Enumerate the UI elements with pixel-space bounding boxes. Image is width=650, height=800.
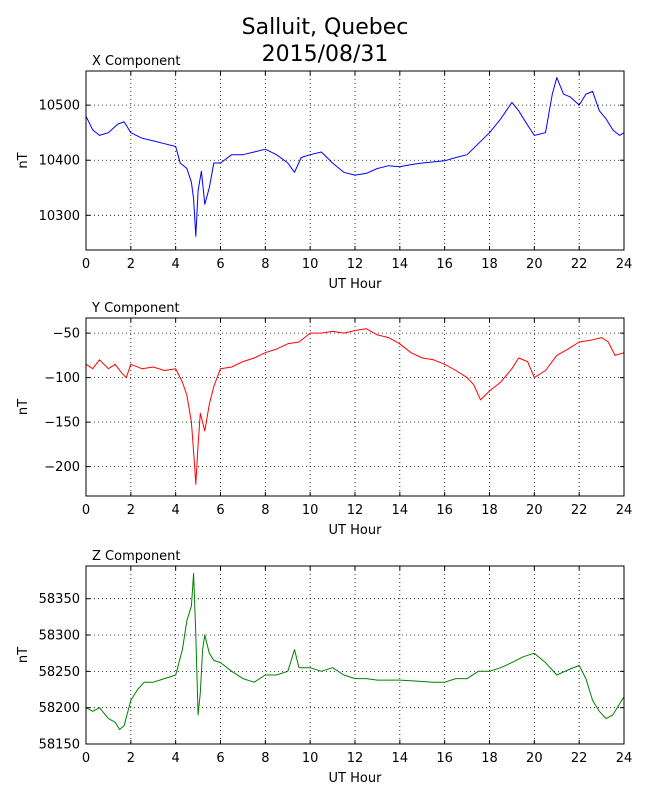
x-tick-label: 22 <box>571 257 588 272</box>
x-tick-label: 16 <box>436 751 453 766</box>
y-tick-label: −150 <box>44 416 80 431</box>
figure-title-line-1: Salluit, Quebec <box>242 15 409 40</box>
x-tick-label: 4 <box>172 503 180 518</box>
x-tick-label: 4 <box>172 751 180 766</box>
x-tick-label: 6 <box>216 751 224 766</box>
x-tick-label: 2 <box>127 503 135 518</box>
x-tick-label: 18 <box>481 503 498 518</box>
x-tick-label: 22 <box>571 751 588 766</box>
x-tick-label: 14 <box>392 751 409 766</box>
y-tick-label: −50 <box>53 327 80 342</box>
x-tick-label: 6 <box>216 503 224 518</box>
y-tick-label: 58200 <box>39 701 80 716</box>
panel-3: 0 2 4 6 8 10 12 14 16 18 20 22 245815058200582505830… <box>16 549 632 786</box>
y-tick-label: 58250 <box>39 665 80 680</box>
y-axis-label: nT <box>16 399 31 415</box>
x-tick-label: 24 <box>616 503 633 518</box>
x-tick-label: 10 <box>302 751 319 766</box>
figure-title-line-2: 2015/08/31 <box>262 42 389 67</box>
panel-title: Z Component <box>92 549 181 564</box>
y-tick-label: −200 <box>44 460 80 475</box>
y-tick-label: 10400 <box>39 154 80 169</box>
x-tick-label: 18 <box>481 751 498 766</box>
x-axis-label: UT Hour <box>329 771 383 786</box>
x-tick-label: 0 <box>82 257 90 272</box>
x-tick-label: 14 <box>392 503 409 518</box>
x-axis-label: UT Hour <box>329 277 383 292</box>
panel-2: 0 2 4 6 8 10 12 14 16 18 20 22 24−200−150−100−50Y Co… <box>16 301 632 538</box>
y-tick-label: 58150 <box>39 738 80 753</box>
x-tick-label: 22 <box>571 503 588 518</box>
x-tick-label: 16 <box>436 257 453 272</box>
x-tick-label: 0 <box>82 503 90 518</box>
y-tick-label: 58300 <box>39 629 80 644</box>
x-axis-label: UT Hour <box>329 523 383 538</box>
panel-title: X Component <box>92 54 181 69</box>
y-tick-label: 58350 <box>39 592 80 607</box>
x-tick-label: 2 <box>127 257 135 272</box>
y-tick-label: 10300 <box>39 209 80 224</box>
x-tick-label: 14 <box>392 257 409 272</box>
y-tick-label: −100 <box>44 371 80 386</box>
x-tick-label: 24 <box>616 257 633 272</box>
x-tick-label: 20 <box>526 257 543 272</box>
x-tick-label: 4 <box>172 257 180 272</box>
series-line <box>85 77 625 237</box>
series-line <box>85 328 625 485</box>
x-tick-label: 12 <box>347 751 364 766</box>
y-tick-label: 10500 <box>39 99 80 114</box>
x-tick-label: 24 <box>616 751 633 766</box>
x-tick-label: 8 <box>261 257 269 272</box>
series-line <box>85 572 625 730</box>
x-tick-label: 16 <box>436 503 453 518</box>
y-axis-label: nT <box>16 647 31 663</box>
x-tick-label: 0 <box>82 751 90 766</box>
x-tick-label: 8 <box>261 751 269 766</box>
x-tick-label: 20 <box>526 503 543 518</box>
x-tick-label: 20 <box>526 751 543 766</box>
x-tick-label: 12 <box>347 257 364 272</box>
x-tick-label: 10 <box>302 503 319 518</box>
x-tick-label: 12 <box>347 503 364 518</box>
x-tick-label: 2 <box>127 751 135 766</box>
panel-title: Y Component <box>91 301 180 316</box>
y-axis-label: nT <box>16 152 31 168</box>
x-tick-label: 10 <box>302 257 319 272</box>
x-tick-label: 18 <box>481 257 498 272</box>
x-tick-label: 6 <box>216 257 224 272</box>
x-tick-label: 8 <box>261 503 269 518</box>
